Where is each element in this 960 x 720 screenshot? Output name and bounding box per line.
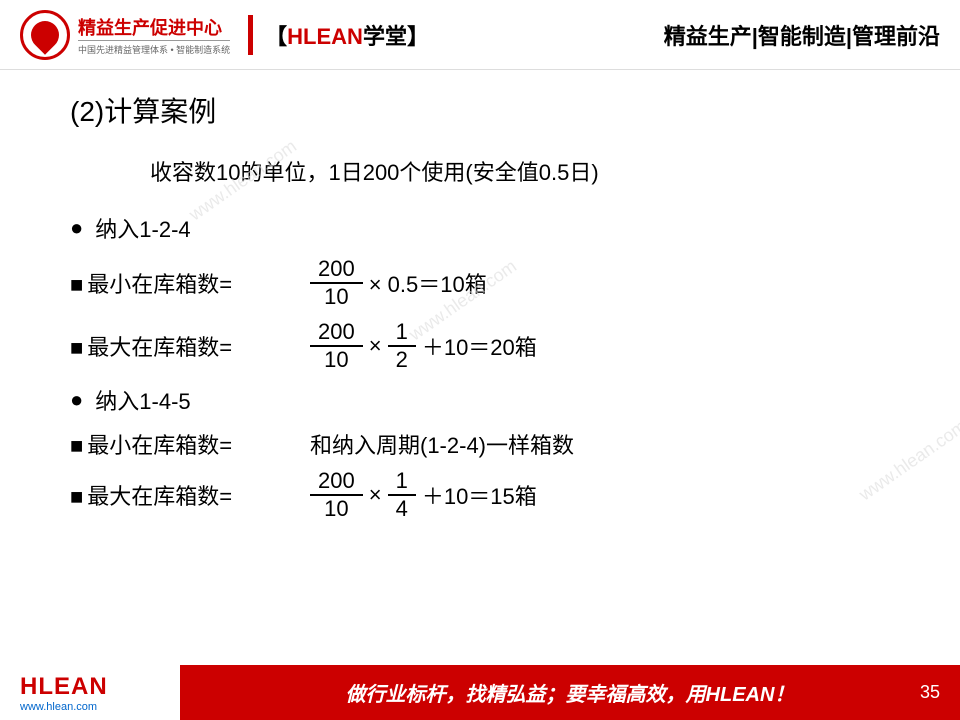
footer-slogan: 做行业标杆，找精弘益；要幸福高效，用HLEAN！ bbox=[346, 678, 795, 707]
group1-max-formula: 最大在库箱数= 200 10 × 1 2 ＋10＝20箱 bbox=[70, 319, 890, 374]
group2-title: 纳入1-4-5 bbox=[70, 384, 890, 416]
footer: HLEAN www.hlean.com 做行业标杆，找精弘益；要幸福高效，用HL… bbox=[0, 665, 960, 720]
description: 收容数10的单位，1日200个使用(安全值0.5日) bbox=[150, 155, 890, 187]
header-right: 精益生产|智能制造|管理前沿 bbox=[664, 19, 940, 51]
page-number: 35 bbox=[920, 682, 940, 703]
group1-title: 纳入1-2-4 bbox=[70, 212, 890, 244]
footer-url: www.hlean.com bbox=[20, 701, 180, 713]
divider bbox=[248, 15, 253, 55]
footer-logo: HLEAN bbox=[20, 673, 180, 701]
content: (2)计算案例 收容数10的单位，1日200个使用(安全值0.5日) 纳入1-2… bbox=[0, 70, 960, 522]
logo-title: 精益生产促进中心 bbox=[78, 14, 230, 40]
header: 精益生产促进中心 中国先进精益管理体系 • 智能制造系统 【HLEAN学堂】 精… bbox=[0, 0, 960, 70]
header-center: 【HLEAN学堂】 bbox=[265, 19, 429, 51]
logo-subtitle: 中国先进精益管理体系 • 智能制造系统 bbox=[78, 40, 230, 56]
group2-max-formula: 最大在库箱数= 200 10 × 1 4 ＋10＝15箱 bbox=[70, 468, 890, 523]
logo-icon bbox=[20, 10, 70, 60]
group2-min-formula: 最小在库箱数= 和纳入周期(1-2-4)一样箱数 bbox=[70, 428, 890, 460]
logo-area: 精益生产促进中心 中国先进精益管理体系 • 智能制造系统 bbox=[20, 10, 230, 60]
section-title: (2)计算案例 bbox=[70, 90, 890, 130]
group1-min-formula: 最小在库箱数= 200 10 × 0.5＝10箱 bbox=[70, 256, 890, 311]
